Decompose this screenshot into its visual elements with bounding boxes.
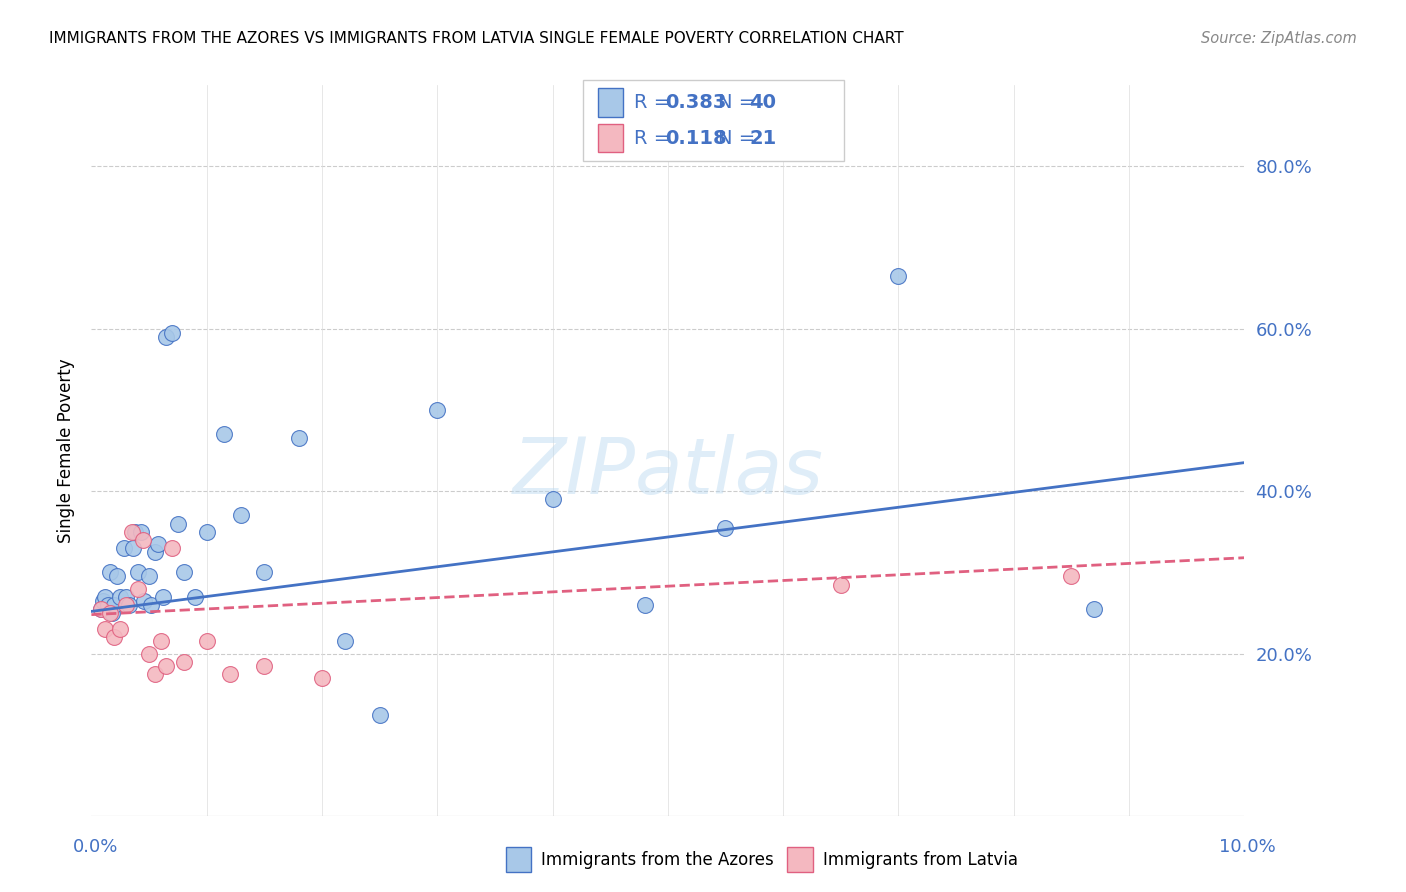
Point: [368, 707, 391, 722]
Point: [1060, 569, 1083, 583]
Point: [127, 566, 149, 580]
Point: [333, 634, 356, 648]
Point: [173, 566, 195, 580]
Point: [212, 427, 235, 442]
Text: 10.0%: 10.0%: [1219, 838, 1275, 856]
Point: [141, 598, 163, 612]
Point: [160, 326, 183, 340]
Point: [91, 594, 114, 608]
Point: [122, 541, 145, 555]
Point: [714, 521, 737, 535]
Point: [110, 622, 132, 636]
Text: 0.118: 0.118: [665, 128, 727, 147]
Point: [195, 524, 218, 539]
Point: [288, 431, 311, 445]
Point: [143, 545, 166, 559]
Point: [173, 655, 195, 669]
Text: N =: N =: [718, 128, 762, 147]
Point: [101, 606, 124, 620]
Point: [887, 268, 910, 283]
Point: [231, 508, 253, 523]
Point: [138, 647, 160, 661]
Point: [121, 524, 143, 539]
Text: Immigrants from Latvia: Immigrants from Latvia: [823, 851, 1018, 869]
Point: [115, 590, 138, 604]
Point: [115, 598, 138, 612]
Point: [218, 667, 240, 681]
Point: [134, 594, 156, 608]
Point: [94, 590, 117, 604]
Point: [138, 569, 160, 583]
Point: [90, 602, 112, 616]
Point: [830, 577, 852, 591]
Point: [103, 631, 125, 645]
Text: Immigrants from the Azores: Immigrants from the Azores: [541, 851, 775, 869]
Point: [112, 541, 135, 555]
Point: [96, 598, 118, 612]
Point: [152, 590, 174, 604]
Point: [155, 658, 177, 673]
Point: [90, 602, 112, 616]
Text: ZIPatlas: ZIPatlas: [512, 434, 824, 510]
Text: 0.0%: 0.0%: [73, 838, 118, 856]
Point: [541, 492, 564, 507]
Point: [311, 671, 333, 685]
Text: 40: 40: [749, 94, 776, 112]
Point: [118, 598, 141, 612]
Text: R =: R =: [634, 94, 676, 112]
Point: [105, 569, 128, 583]
Point: [166, 516, 188, 531]
Point: [124, 524, 146, 539]
Point: [634, 598, 657, 612]
Point: [98, 606, 121, 620]
Point: [129, 524, 152, 539]
Text: R =: R =: [634, 128, 676, 147]
Point: [1083, 602, 1105, 616]
Point: [160, 541, 183, 555]
Point: [184, 590, 207, 604]
Point: [110, 590, 132, 604]
Point: [155, 329, 177, 343]
Point: [103, 598, 125, 612]
Point: [195, 634, 218, 648]
Text: 21: 21: [749, 128, 776, 147]
Point: [132, 533, 155, 547]
Text: N =: N =: [718, 94, 762, 112]
Point: [426, 402, 449, 417]
Text: IMMIGRANTS FROM THE AZORES VS IMMIGRANTS FROM LATVIA SINGLE FEMALE POVERTY CORRE: IMMIGRANTS FROM THE AZORES VS IMMIGRANTS…: [49, 31, 904, 46]
Y-axis label: Single Female Poverty: Single Female Poverty: [58, 359, 76, 542]
Point: [98, 566, 121, 580]
Text: 0.383: 0.383: [665, 94, 727, 112]
Point: [143, 667, 166, 681]
Point: [94, 622, 117, 636]
Text: Source: ZipAtlas.com: Source: ZipAtlas.com: [1201, 31, 1357, 46]
Point: [253, 658, 276, 673]
Point: [127, 582, 149, 596]
Point: [253, 566, 276, 580]
Point: [149, 634, 172, 648]
Point: [148, 537, 170, 551]
